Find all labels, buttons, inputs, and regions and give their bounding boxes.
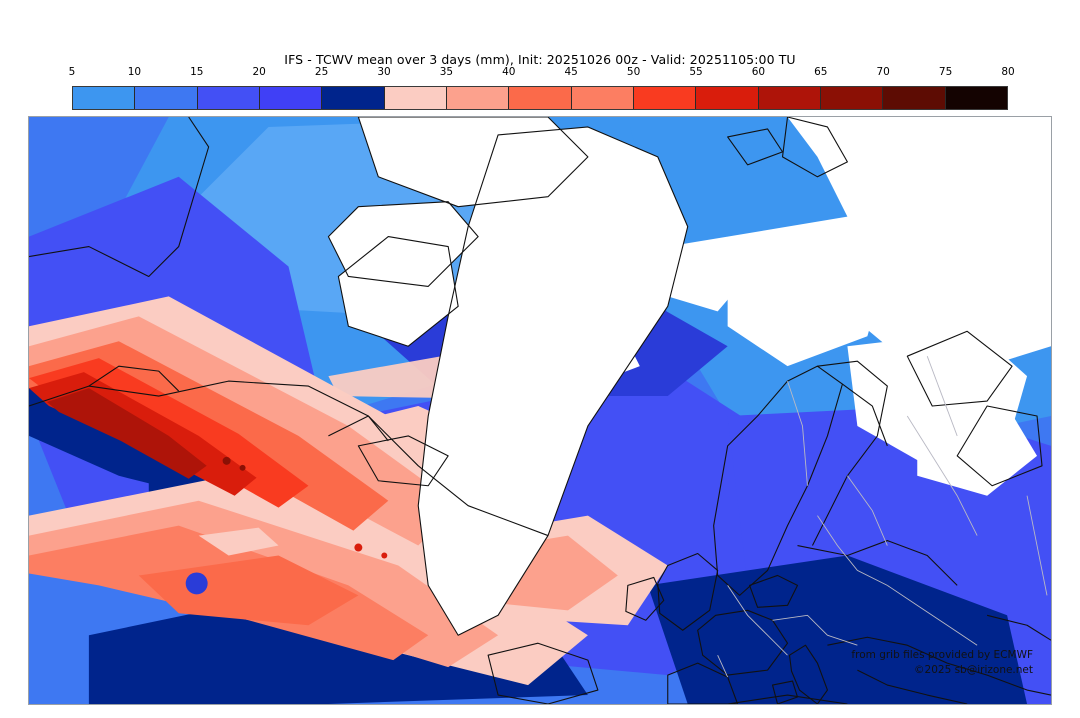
colorbar-tick-40: 40 (502, 66, 516, 78)
colorbar-band-70-75 (883, 87, 946, 109)
colorbar-tick-55: 55 (689, 66, 703, 78)
colorbar-tick-15: 15 (190, 66, 204, 78)
colorbar-band-60-65 (758, 87, 821, 109)
colorbar-tick-10: 10 (127, 66, 142, 78)
colorbar-tick-30: 30 (377, 66, 391, 78)
map-field (29, 117, 1051, 704)
colorbar-tick-5: 5 (68, 66, 76, 78)
colorbar-tick-25: 25 (314, 66, 329, 78)
colorbar-band-55-60 (696, 87, 759, 109)
colorbar-band-65-70 (820, 87, 884, 109)
colorbar-tick-50: 50 (626, 66, 641, 78)
colorbar-band-15-20 (197, 87, 260, 109)
colorbar-tick-75: 75 (938, 66, 953, 78)
colorbar-band-10-15 (135, 87, 198, 109)
colorbar-band-40-45 (509, 87, 572, 109)
colorbar-band-25-30 (322, 87, 385, 109)
colorbar-band-35-40 (446, 87, 510, 109)
page-title: IFS - TCWV mean over 3 days (mm), Init: … (284, 52, 796, 67)
colorbar-tick-80: 80 (1001, 66, 1015, 78)
colorbar-tick-45: 45 (564, 66, 578, 78)
colorbar-tick-35: 35 (439, 66, 454, 78)
colorbar (72, 86, 1008, 110)
colorbar-tick-20: 20 (252, 66, 266, 78)
map-panel[interactable]: from grib files provided by ECMWF ©2025 … (28, 116, 1052, 705)
colorbar-tick-65: 65 (814, 66, 828, 78)
colorbar-band-20-25 (259, 87, 323, 109)
colorbar-tick-labels: 5 10 15 20 25 30 35 40 45 50 55 60 65 70 75 80 (68, 66, 1015, 80)
colorbar-tick-70: 70 (876, 66, 890, 78)
colorbar-band-5-10 (73, 87, 136, 109)
colorbar-band-75-80 (945, 87, 1007, 109)
colorbar-band-50-55 (633, 87, 697, 109)
colorbar-band-30-35 (384, 87, 447, 109)
colorbar-band-45-50 (571, 87, 634, 109)
colorbar-tick-60: 60 (751, 66, 766, 78)
